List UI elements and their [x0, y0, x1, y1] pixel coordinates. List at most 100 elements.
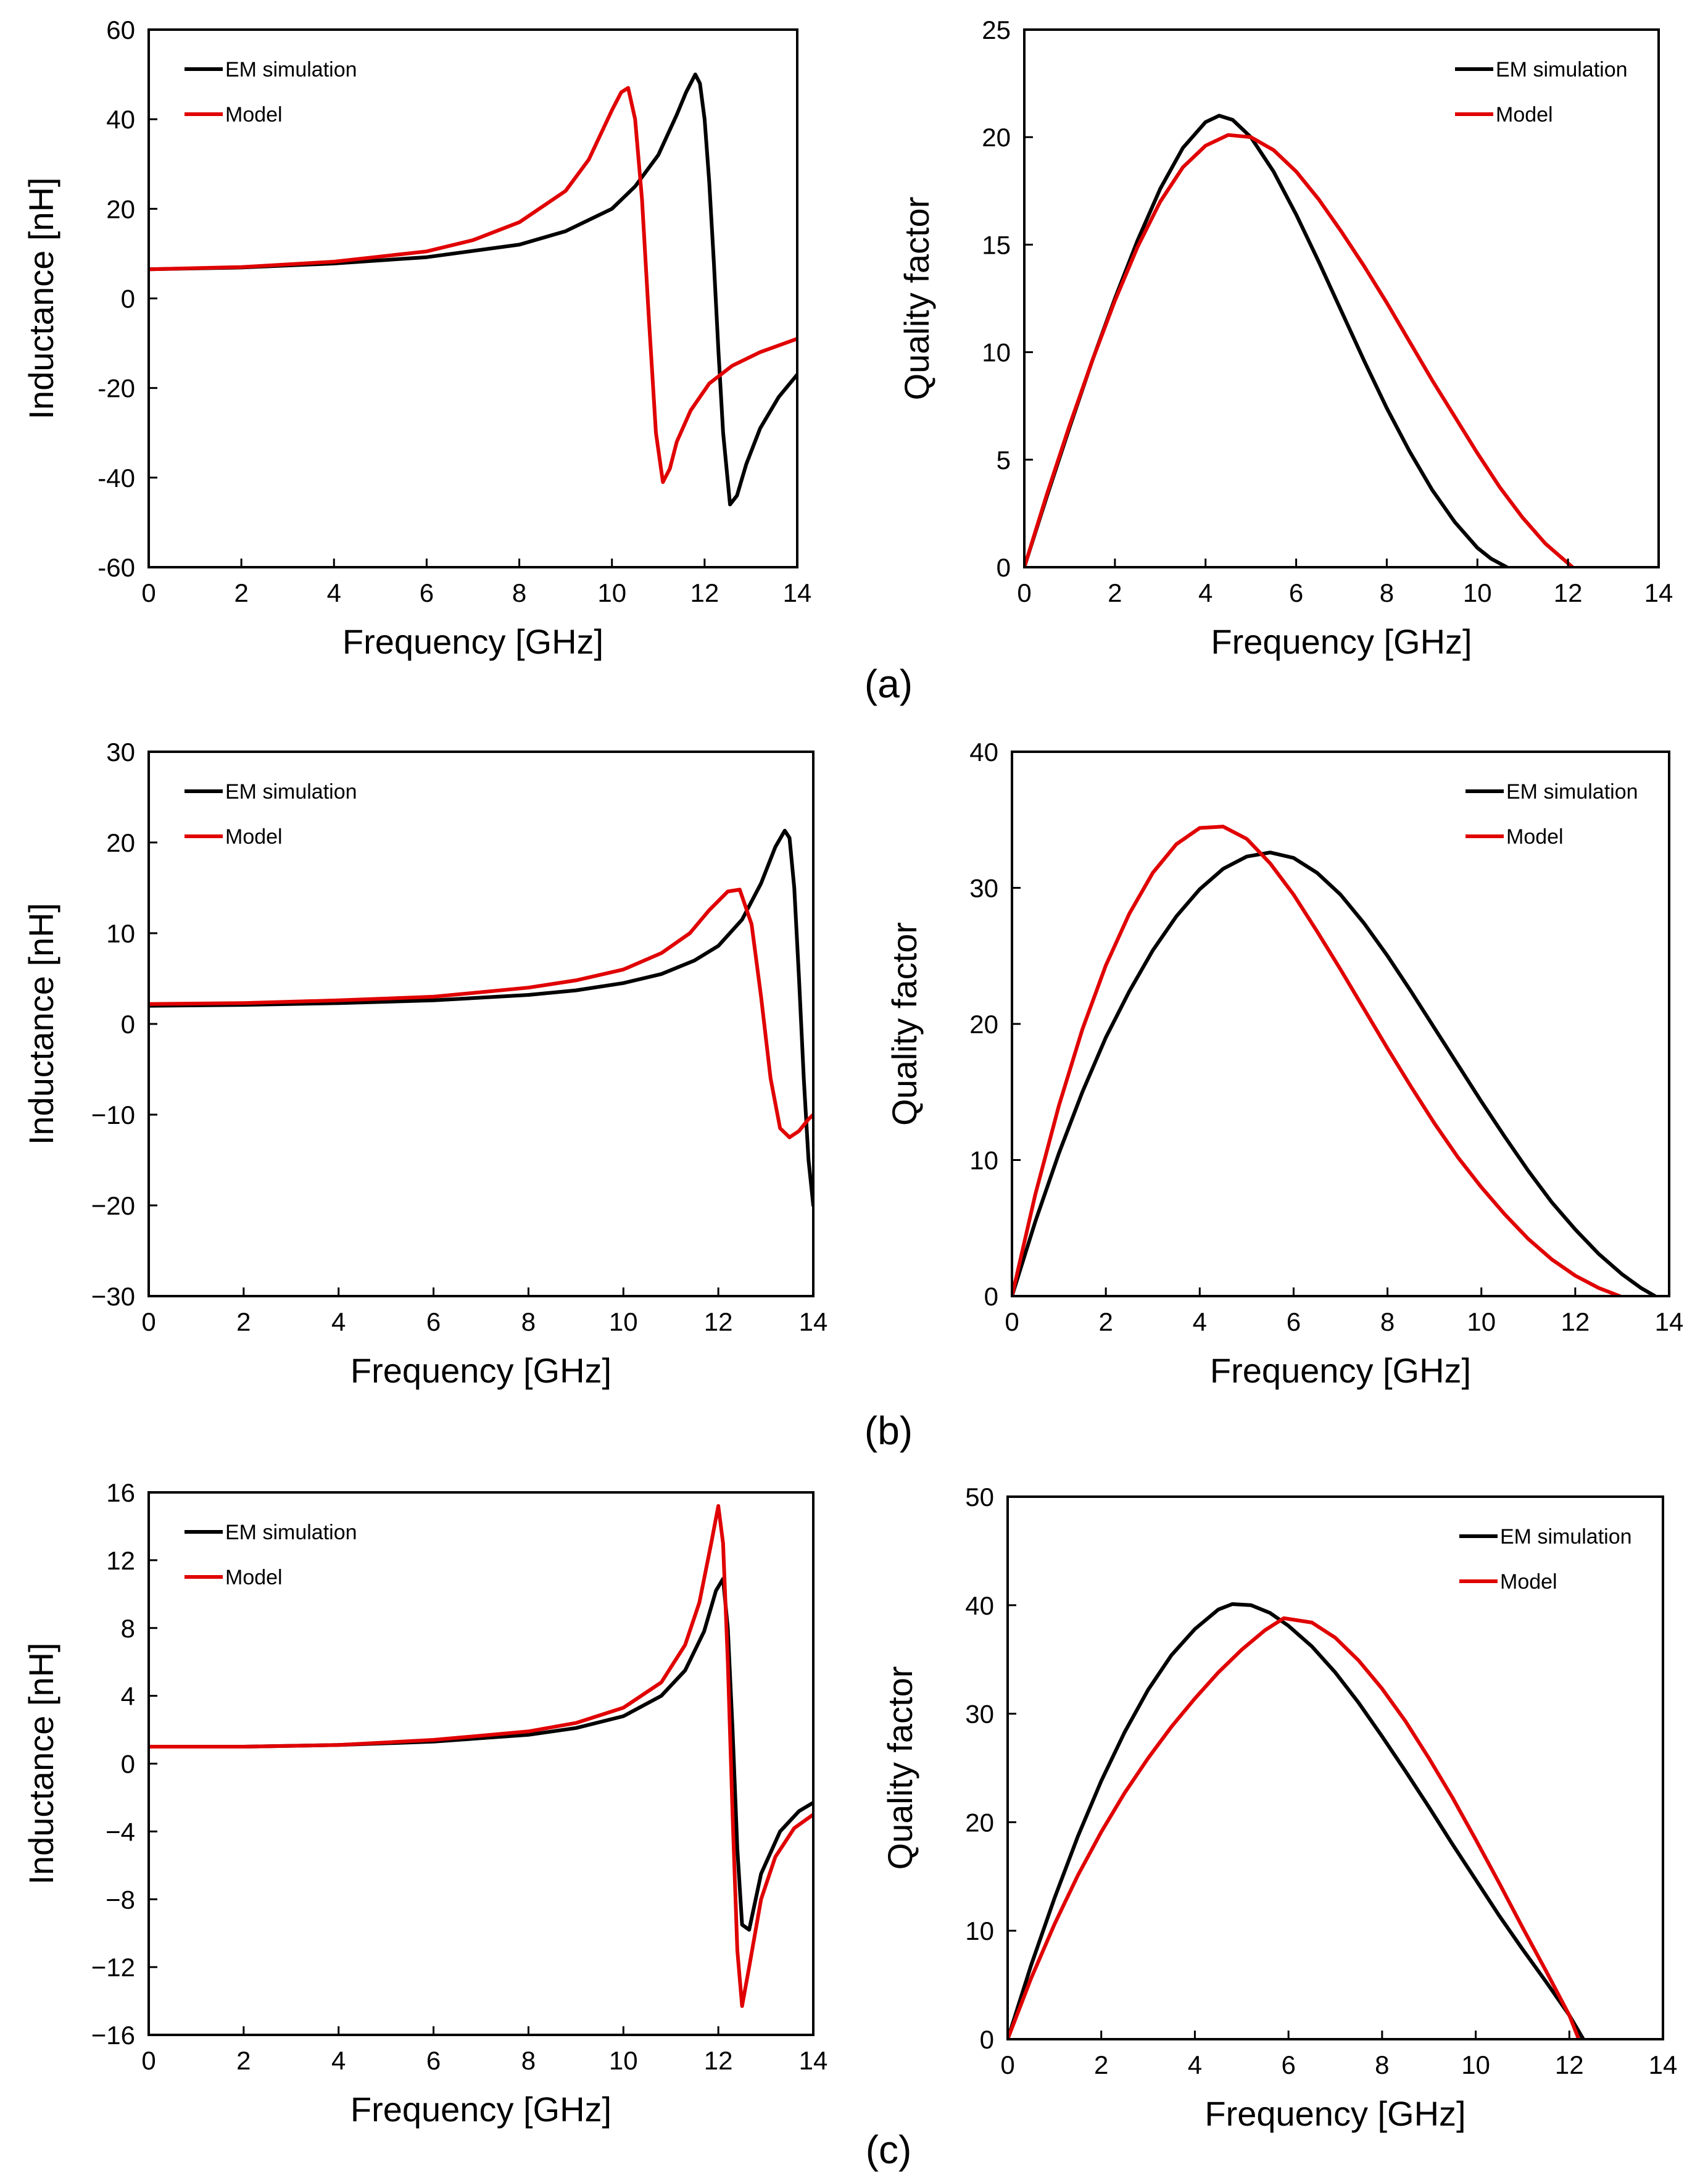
y-tick-label: 40 [969, 738, 998, 767]
series-line-em-simulation [149, 828, 813, 1207]
x-tick-label: 2 [1098, 1307, 1113, 1336]
y-tick-label: 4 [121, 1682, 135, 1711]
x-tick-label: 12 [1555, 2050, 1584, 2079]
x-tick-label: 6 [426, 2046, 441, 2075]
x-tick-label: 10 [609, 2046, 638, 2075]
x-tick-label: 4 [331, 1307, 346, 1336]
x-axis-label: Frequency [GHz] [350, 2090, 611, 2129]
y-tick-label: 15 [982, 230, 1011, 259]
legend-label: Model [1506, 825, 1564, 849]
chart-3: 0 2 4 6 8 10 12 14 −30 −20 −10 0 10 20 30 Frequency [GH… [22, 738, 827, 1390]
y-tick-label: 20 [106, 828, 135, 857]
x-tick-label: 8 [1380, 578, 1394, 607]
y-tick-label: 30 [106, 738, 135, 767]
x-tick-label: 8 [521, 2046, 536, 2075]
y-tick-label: 8 [121, 1614, 135, 1643]
x-axis-label: Frequency [GHz] [1211, 622, 1472, 661]
x-tick-label: 0 [1017, 578, 1031, 607]
x-tick-label: 4 [1198, 578, 1213, 607]
series-line-model [149, 1504, 813, 2008]
panel-label: (c) [866, 2127, 912, 2172]
y-tick-label: 25 [982, 15, 1011, 44]
y-axis-label: Inductance [nH] [22, 177, 60, 419]
legend: EM simulation Model [184, 780, 357, 849]
x-tick-label: 10 [1463, 578, 1492, 607]
chart-1: 0 2 4 6 8 10 12 14 -60 -40 -20 0 20 40 60 Frequency [GH… [22, 15, 811, 661]
x-tick-label: 14 [1649, 2050, 1678, 2079]
x-tick-label: 4 [327, 578, 341, 607]
y-tick-label: 0 [121, 285, 135, 314]
x-tick-label: 12 [1554, 578, 1583, 607]
y-tick-label: 16 [106, 1478, 135, 1507]
legend-label: Model [1496, 103, 1553, 127]
y-tick-label: 10 [965, 1916, 994, 1945]
y-tick-label: -20 [97, 374, 135, 403]
x-tick-label: 14 [1655, 1307, 1684, 1336]
y-axis-label: Quality factor [897, 197, 936, 401]
x-tick-label: 4 [331, 2046, 346, 2075]
x-tick-label: 2 [1094, 2050, 1108, 2079]
y-tick-label: 10 [106, 919, 135, 948]
y-axis-label: Quality factor [885, 922, 924, 1126]
x-tick-label: 0 [141, 1307, 155, 1336]
y-tick-label: −8 [106, 1885, 135, 1914]
y-axis-label: Quality factor [881, 1666, 919, 1870]
y-tick-label: 0 [980, 2025, 994, 2054]
panel-label: (b) [864, 1408, 913, 1453]
x-axis-label: Frequency [GHz] [350, 1351, 611, 1390]
x-tick-label: 14 [1644, 578, 1673, 607]
y-tick-label: −30 [91, 1282, 135, 1311]
x-tick-label: 14 [783, 578, 812, 607]
chart-5: 0 2 4 6 8 10 12 14 −16 −12 −8 −4 0 4 8 12 16 Frequency [G… [22, 1478, 827, 2129]
x-tick-label: 0 [141, 578, 155, 607]
x-tick-label: 2 [236, 1307, 251, 1336]
x-tick-label: 6 [1281, 2050, 1295, 2079]
series-line-model [149, 888, 813, 1139]
x-tick-label: 0 [141, 2046, 155, 2075]
x-tick-label: 10 [1461, 2050, 1490, 2079]
y-tick-label: 20 [969, 1010, 998, 1039]
y-tick-label: 30 [965, 1700, 994, 1729]
x-tick-label: 14 [799, 1307, 828, 1336]
series-line-model [1012, 825, 1622, 1296]
x-tick-label: 10 [597, 578, 626, 607]
x-tick-label: 8 [1375, 2050, 1389, 2079]
x-tick-label: 0 [1005, 1307, 1019, 1336]
legend-label: EM simulation [225, 58, 357, 81]
legend-label: Model [225, 825, 283, 849]
legend-label: Model [225, 103, 283, 127]
legend: EM simulation Model [1455, 58, 1628, 127]
legend: EM simulation Model [1459, 1525, 1632, 1594]
x-tick-label: 6 [1287, 1307, 1301, 1336]
y-axis-label: Inductance [nH] [22, 903, 60, 1145]
y-tick-label: 50 [965, 1483, 994, 1512]
y-tick-label: 0 [121, 1750, 135, 1779]
x-tick-label: 4 [1193, 1307, 1207, 1336]
x-axis-label: Frequency [GHz] [1210, 1351, 1471, 1390]
x-tick-label: 14 [799, 2046, 828, 2075]
y-tick-label: −16 [91, 2021, 135, 2050]
legend-label: EM simulation [1496, 58, 1628, 81]
y-tick-label: −12 [91, 1953, 135, 1982]
series-line-em-simulation [1012, 850, 1657, 1296]
x-tick-label: 12 [690, 578, 719, 607]
chart-2: 0 2 4 6 8 10 12 14 0 5 10 15 20 25 Frequency [GHz] Qual… [897, 15, 1673, 661]
y-tick-label: 12 [106, 1546, 135, 1575]
x-tick-label: 6 [420, 578, 434, 607]
series-line-em-simulation [149, 72, 797, 507]
y-tick-label: 5 [997, 446, 1011, 475]
plot-area [1006, 1495, 1664, 2040]
x-tick-label: 8 [1380, 1307, 1395, 1336]
series-line-em-simulation [1008, 1602, 1585, 2039]
y-tick-label: 0 [997, 553, 1011, 582]
y-tick-label: 10 [969, 1146, 998, 1175]
panel-label: (a) [864, 662, 913, 706]
legend: EM simulation Model [1465, 780, 1638, 849]
legend-label: EM simulation [225, 1521, 357, 1544]
x-tick-label: 6 [426, 1307, 441, 1336]
y-tick-label: 10 [982, 338, 1011, 367]
x-tick-label: 2 [236, 2046, 251, 2075]
legend-label: EM simulation [1500, 1525, 1632, 1549]
y-tick-label: 0 [121, 1010, 135, 1039]
